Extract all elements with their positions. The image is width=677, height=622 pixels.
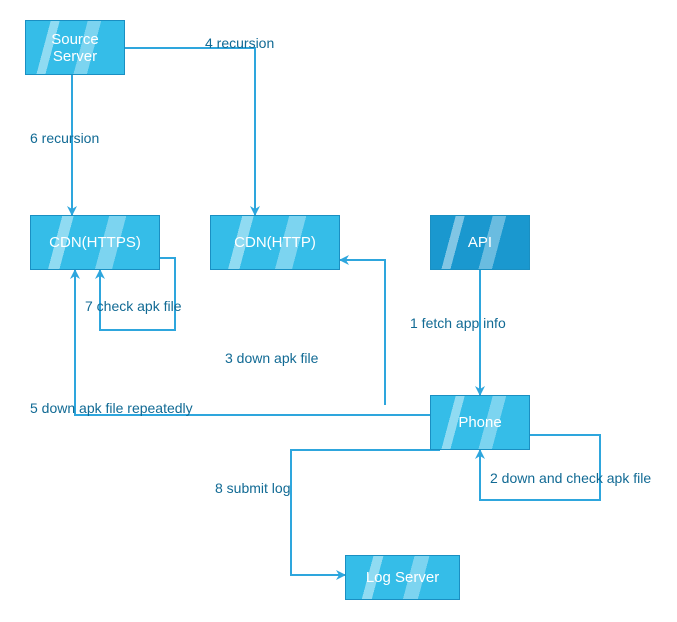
node-cdn-http: CDN(HTTP) [210,215,340,270]
edge-label-e_src_cdnhttp: 4 recursion [205,35,274,51]
edge-label-e_api_phone: 1 fetch app info [410,315,506,331]
edge-label-e_phone_log: 8 submit log [215,480,290,496]
node-cdn-https: CDN(HTTPS) [30,215,160,270]
edge-label-e_cdnhttp_up: 3 down apk file [225,350,318,366]
edge-e_phone_cdnhttps [75,270,430,415]
edge-label-e_cdnhttps_self: 7 check apk file [85,298,182,314]
node-phone: Phone [430,395,530,450]
edge-label-e_phone_cdnhttp: 2 down and check apk file [490,470,651,486]
node-source-server: Source Server [25,20,125,75]
edge-e_cdnhttp_up [340,260,385,405]
edge-e_src_cdnhttp [125,48,255,215]
edge-label-e_src_cdnhttps: 6 recursion [30,130,99,146]
node-api: API [430,215,530,270]
edge-label-e_phone_cdnhttps: 5 down apk file repeatedly [30,400,193,416]
node-log-server: Log Server [345,555,460,600]
